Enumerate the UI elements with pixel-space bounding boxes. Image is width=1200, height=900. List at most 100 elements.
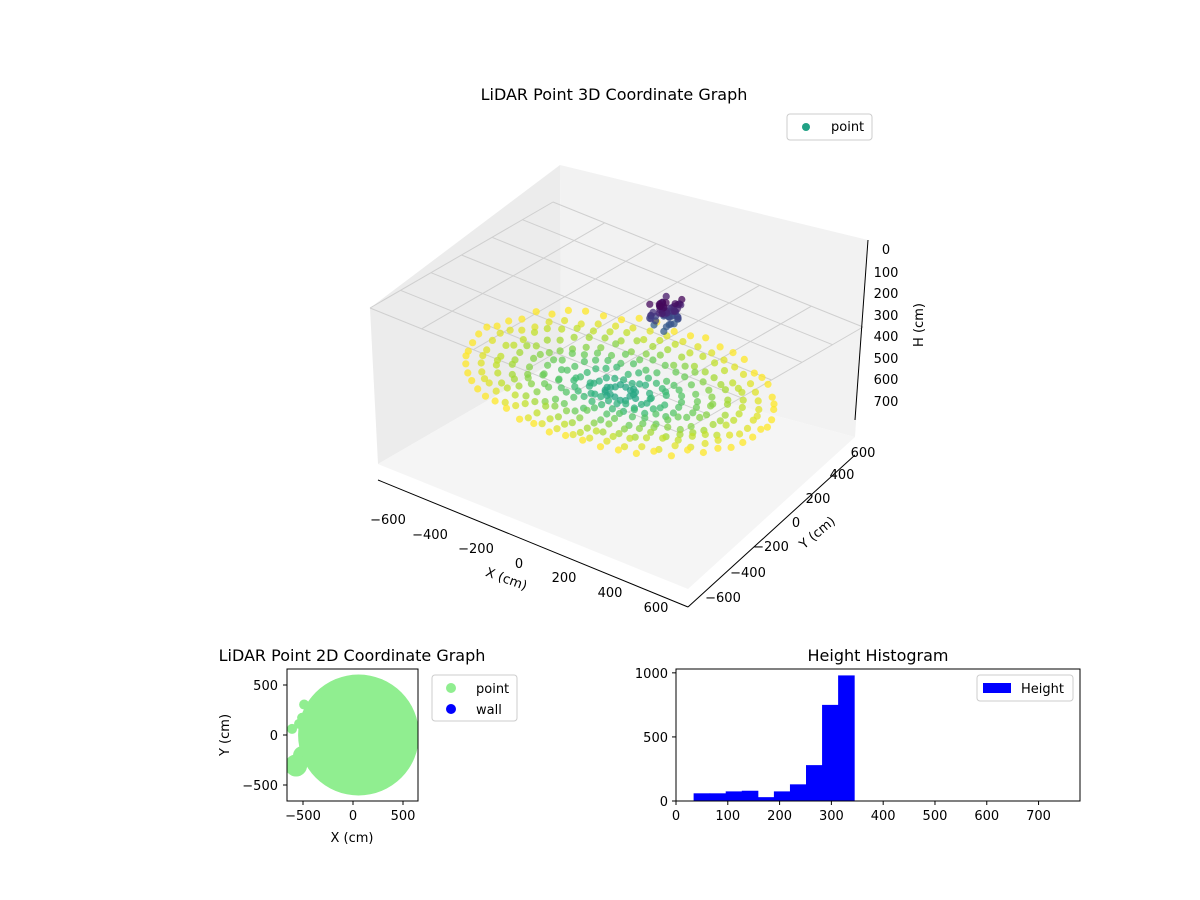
scatter3d-point xyxy=(545,383,553,391)
scatter3d-x-tick: −200 xyxy=(458,542,494,557)
scatter3d-legend-label: point xyxy=(831,120,864,135)
scatter2d-x-tick: −500 xyxy=(285,809,321,824)
histogram-bar xyxy=(806,765,823,801)
scatter3d-point xyxy=(462,360,470,368)
scatter3d-point xyxy=(636,356,644,364)
histogram-y-tick: 1000 xyxy=(635,667,668,682)
scatter3d-point xyxy=(622,400,630,408)
scatter3d-point xyxy=(478,368,486,376)
scatter3d-point xyxy=(622,383,630,391)
histogram-bar xyxy=(741,790,759,801)
scatter3d-point xyxy=(649,356,657,364)
scatter3d-point xyxy=(527,380,536,388)
scatter3d-z-tick: 500 xyxy=(874,352,899,367)
scatter3d-point xyxy=(468,377,476,385)
scatter3d-point xyxy=(714,444,722,452)
scatter3d-point xyxy=(632,449,641,457)
scatter3d-point xyxy=(469,339,477,347)
scatter3d-point xyxy=(562,431,570,440)
scatter3d-point xyxy=(621,350,630,358)
scatter3d-point xyxy=(545,349,553,357)
scatter3d-point xyxy=(511,391,519,399)
scatter3d-point xyxy=(656,336,664,345)
scatter3d-point xyxy=(524,374,532,382)
scatter3d-point xyxy=(716,417,724,425)
scatter2d-ticks: −500 0 500 500 0 −500 xyxy=(242,679,415,824)
scatter3d-point xyxy=(518,315,526,323)
scatter3d-point xyxy=(688,432,696,440)
scatter3d-point xyxy=(532,342,540,350)
scatter3d-point xyxy=(544,361,552,369)
scatter3d-point xyxy=(641,414,649,422)
scatter2d-legend-label-wall: wall xyxy=(476,703,502,718)
scatter3d-point xyxy=(650,447,658,455)
scatter3d-point xyxy=(543,325,551,333)
scatter3d-point xyxy=(613,363,621,371)
scatter3d-point xyxy=(464,369,472,377)
scatter3d-point xyxy=(530,354,538,362)
histogram-bars xyxy=(693,675,855,801)
scatter3d-point xyxy=(635,314,643,322)
scatter3d-point xyxy=(570,393,578,401)
scatter3d-point xyxy=(750,369,758,377)
scatter3d-point xyxy=(480,375,489,383)
scatter3d-point xyxy=(670,381,678,389)
scatter3d-point xyxy=(491,397,499,405)
scatter3d-point xyxy=(738,403,746,412)
scatter3d-floor-pane xyxy=(378,358,855,589)
scatter3d-point xyxy=(674,413,682,421)
scatter3d-point xyxy=(555,376,563,384)
scatter3d-point xyxy=(609,432,617,441)
scatter3d-point xyxy=(664,416,672,424)
scatter3d-point xyxy=(646,327,654,335)
scatter3d-y-tick: 0 xyxy=(792,516,800,531)
scatter3d-point xyxy=(496,329,504,337)
scatter3d-point xyxy=(757,425,765,433)
scatter3d-point xyxy=(768,393,776,401)
scatter3d-point xyxy=(671,340,679,348)
scatter3d-point xyxy=(661,361,669,369)
scatter3d-point xyxy=(675,403,683,411)
scatter3d-point xyxy=(502,404,511,412)
scatter3d-y-tick: −200 xyxy=(753,540,789,555)
scatter3d-point xyxy=(488,336,496,344)
scatter3d-point xyxy=(642,434,651,442)
histogram-y-ticks: 1000 500 0 xyxy=(635,667,676,810)
scatter3d-point xyxy=(693,398,702,406)
scatter3d-point xyxy=(636,380,644,388)
scatter2d-point xyxy=(299,699,310,710)
scatter3d-point xyxy=(501,398,509,406)
scatter3d-point xyxy=(740,355,748,363)
scatter3d-y-label: Y (cm) xyxy=(796,514,839,553)
scatter3d-legend: point xyxy=(786,113,873,141)
scatter3d-point xyxy=(694,343,702,351)
scatter3d-point xyxy=(764,380,772,388)
scatter2d-legend: point wall xyxy=(431,674,518,722)
scatter3d-point xyxy=(539,371,547,379)
scatter3d-point xyxy=(605,420,613,428)
scatter3d-point xyxy=(743,424,752,432)
scatter3d-point xyxy=(586,434,594,442)
scatter3d-point xyxy=(510,341,518,349)
scatter3d-point xyxy=(738,388,746,396)
scatter3d-point xyxy=(611,393,619,401)
scatter2d-point xyxy=(287,723,298,734)
scatter3d-point xyxy=(510,375,518,383)
scatter3d-point xyxy=(701,430,709,439)
scatter3d-point xyxy=(624,370,632,378)
scatter3d-point xyxy=(642,350,650,358)
scatter3d-point xyxy=(707,402,715,410)
scatter3d-point xyxy=(683,413,691,421)
scatter3d-point xyxy=(571,362,579,370)
scatter3d-point xyxy=(608,405,617,413)
scatter3d-point xyxy=(659,434,667,442)
scatter3d-z-tick: 200 xyxy=(874,287,899,302)
scatter3d-point xyxy=(576,414,584,422)
scatter3d-point xyxy=(615,409,624,418)
scatter3d-point xyxy=(681,373,689,381)
scatter3d-point xyxy=(576,428,584,437)
scatter3d-point xyxy=(518,326,526,334)
scatter3d-point xyxy=(545,428,553,436)
scatter3d-point xyxy=(656,404,664,412)
